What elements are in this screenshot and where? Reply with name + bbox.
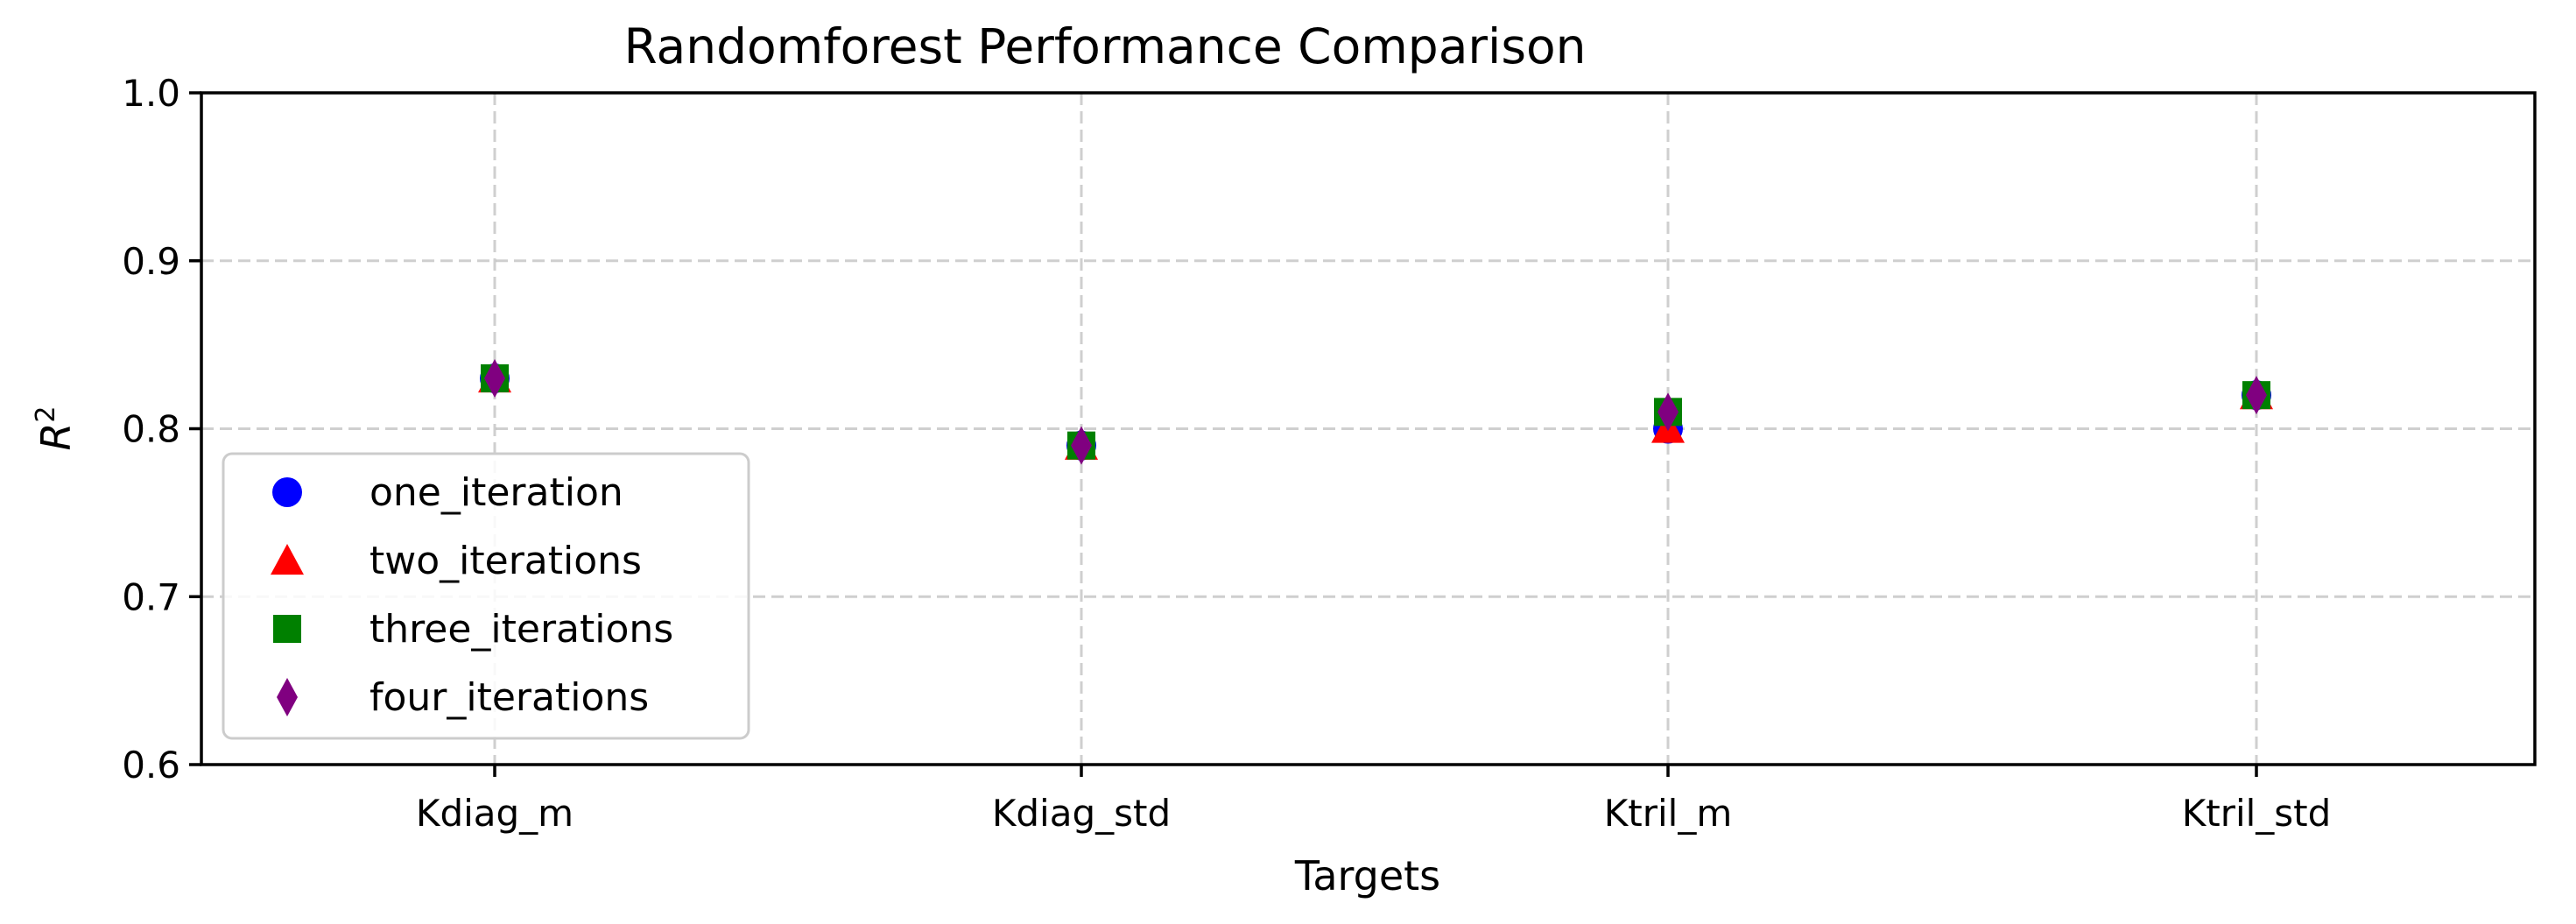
- y-tick-label: 0.8: [122, 408, 180, 451]
- x-axis-label: Targets: [1294, 852, 1440, 899]
- y-axis-label: R2: [31, 406, 80, 450]
- legend-marker-four_iterations: [277, 678, 298, 716]
- y-tick-label: 1.0: [122, 72, 180, 115]
- y-axis-label-sup: 2: [31, 406, 61, 422]
- legend-label: four_iterations: [370, 675, 649, 720]
- legend-label: one_iteration: [370, 470, 623, 515]
- legend-label: two_iterations: [370, 539, 642, 583]
- y-axis: 0.6 0.7 0.8 0.9 1.0: [122, 72, 201, 786]
- y-axis-label-main: R: [32, 423, 80, 451]
- legend-marker-two_iterations: [271, 544, 304, 575]
- y-tick-label: 0.6: [122, 744, 180, 786]
- legend-box: [222, 452, 750, 740]
- y-tick-label: 0.9: [122, 240, 180, 283]
- legend-marker-one_iteration: [272, 477, 302, 507]
- y-tick-label: 0.7: [122, 575, 180, 618]
- legend: one_iteration two_iterations three_iterati…: [222, 452, 750, 740]
- x-tick-label: Ktril_std: [2182, 792, 2332, 835]
- data-point-four_iterations: [1071, 426, 1092, 465]
- legend-label: three_iterations: [370, 607, 673, 652]
- x-tick-label: Kdiag_m: [416, 792, 574, 835]
- x-tick-label: Kdiag_std: [992, 792, 1171, 835]
- data-point-four_iterations: [484, 358, 505, 398]
- chart-title: Randomforest Performance Comparison: [624, 18, 1587, 74]
- legend-marker-three_iterations: [273, 615, 301, 643]
- x-axis: Kdiag_m Kdiag_std Ktril_m Ktril_std: [416, 765, 2331, 835]
- data-point-four_iterations: [1658, 392, 1679, 432]
- data-point-four_iterations: [2246, 376, 2267, 415]
- data-points: [478, 358, 2273, 465]
- x-tick-label: Ktril_m: [1604, 792, 1733, 835]
